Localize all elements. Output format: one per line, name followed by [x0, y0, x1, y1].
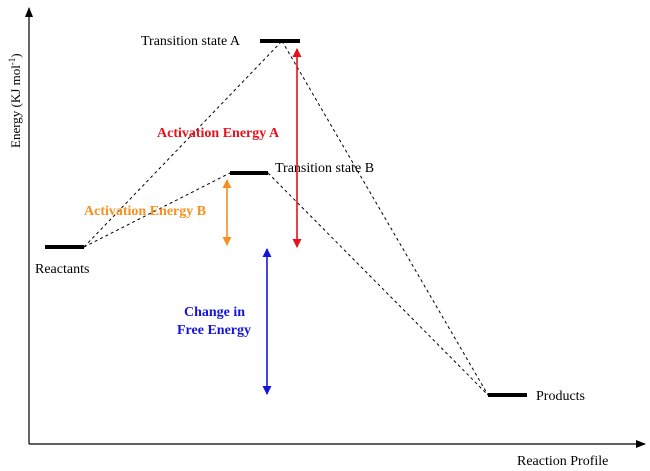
- activation-energy-a-label: Activation Energy A: [157, 126, 280, 141]
- free-energy-label-line1: Change in: [184, 305, 245, 320]
- x-axis-label: Reaction Profile: [517, 454, 608, 469]
- free-energy-label-line2: Free Energy: [177, 323, 251, 338]
- reaction-paths: [83, 40, 489, 396]
- transition-state-a-label: Transition state A: [141, 34, 241, 49]
- path-ts-a-to-products: [281, 40, 489, 396]
- y-axis-label: Energy (KJ mol-1): [7, 53, 23, 148]
- reactants-label: Reactants: [35, 262, 89, 277]
- activation-energy-b-label: Activation Energy B: [84, 204, 206, 219]
- transition-state-b-label: Transition state B: [275, 161, 374, 176]
- path-ts-b-to-products: [267, 172, 489, 396]
- products-label: Products: [536, 389, 585, 404]
